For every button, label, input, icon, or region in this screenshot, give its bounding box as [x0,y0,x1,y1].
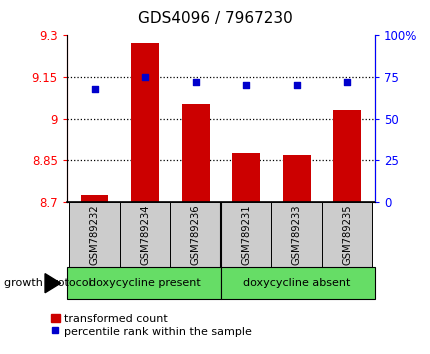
Text: doxycycline absent: doxycycline absent [243,278,350,288]
Text: GSM789232: GSM789232 [89,204,99,265]
Bar [170,202,221,267]
Bar [80,195,108,202]
Text: GSM789236: GSM789236 [190,204,200,265]
Text: GDS4096 / 7967230: GDS4096 / 7967230 [138,11,292,25]
Bar [67,267,221,299]
Bar [120,202,170,267]
Point [192,79,199,85]
Point [242,82,249,88]
Bar [131,43,159,202]
Point [91,86,98,91]
Point [343,79,350,85]
Text: GSM789234: GSM789234 [140,204,150,265]
Point [292,82,299,88]
Bar [221,202,271,267]
Bar [271,202,321,267]
Bar [232,153,259,202]
Text: doxycycline present: doxycycline present [89,278,200,288]
Text: GSM789235: GSM789235 [341,204,351,265]
Text: growth protocol: growth protocol [4,278,92,288]
Bar [181,104,209,202]
Text: GSM789231: GSM789231 [241,204,251,265]
Bar [321,202,372,267]
Bar [282,155,310,202]
Point [141,74,148,80]
Legend: transformed count, percentile rank within the sample: transformed count, percentile rank withi… [51,314,252,337]
Bar [332,110,360,202]
Text: GSM789233: GSM789233 [291,204,301,265]
Polygon shape [45,274,60,293]
Bar [69,202,120,267]
Bar [221,267,374,299]
